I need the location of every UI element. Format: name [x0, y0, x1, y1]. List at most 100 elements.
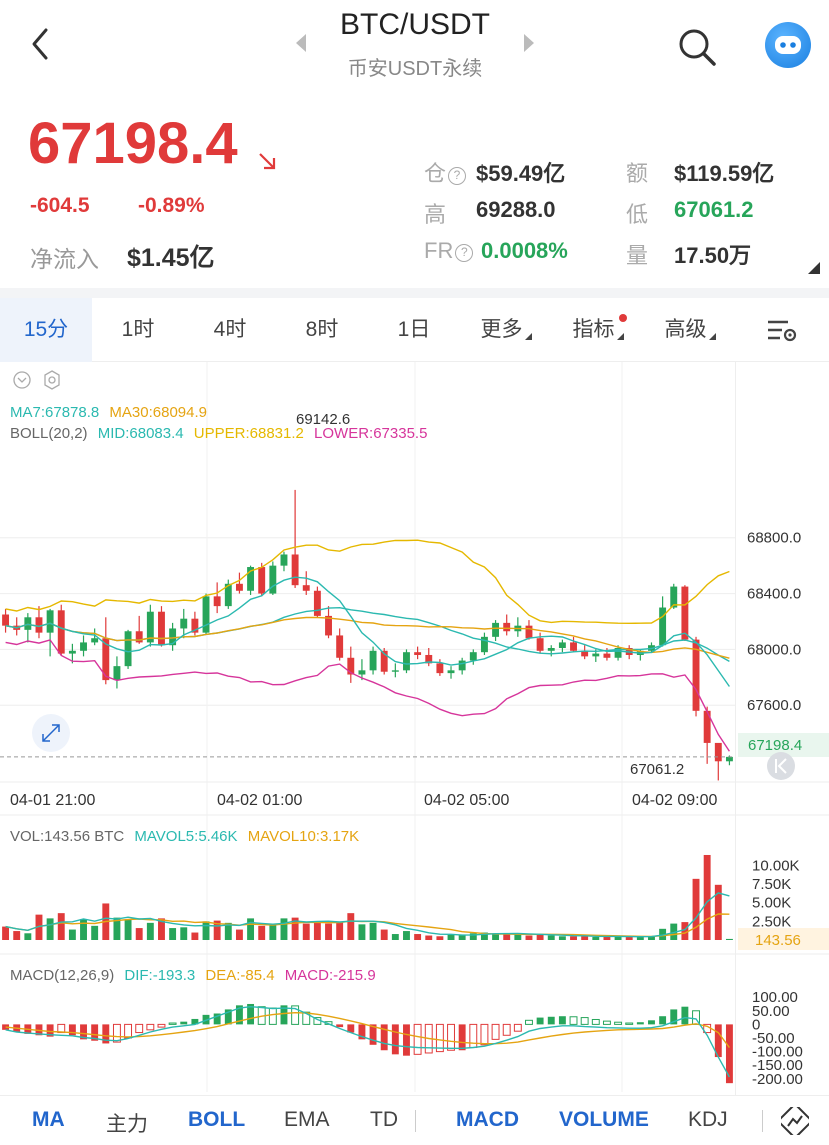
price-down-arrow-icon	[259, 153, 276, 170]
tab-8h[interactable]: 8时	[305, 318, 339, 341]
macd-bar	[525, 1019, 533, 1025]
open-interest-value: $59.49亿	[476, 161, 566, 186]
candle	[570, 642, 577, 651]
candle	[603, 653, 611, 658]
candle	[547, 648, 555, 651]
search-icon[interactable]	[674, 24, 718, 68]
candle	[24, 617, 32, 630]
funding-rate-label[interactable]: FR?	[424, 238, 474, 264]
drawing-tool-icon[interactable]	[781, 1107, 809, 1135]
change-absolute: -604.5	[30, 194, 90, 217]
volume-bar	[703, 854, 711, 940]
pair-title[interactable]: BTC/USDT	[340, 8, 490, 41]
boll-legend: BOLL(20,2) MID:68083.4 UPPER:68831.2 LOW…	[10, 425, 427, 442]
chart-settings-icon[interactable]	[766, 318, 798, 344]
volume-legend: VOL:143.56 BTC MAVOL5:5.46K MAVOL10:3.17…	[10, 828, 359, 845]
indicator-kdj[interactable]: KDJ	[688, 1108, 728, 1131]
amount-value: $119.59亿	[674, 161, 775, 186]
expand-icon[interactable]	[32, 714, 70, 752]
volume-bar	[235, 929, 243, 940]
volume-bar	[247, 918, 255, 940]
tab-advanced[interactable]: 高级	[644, 298, 736, 362]
collapse-icon[interactable]	[13, 371, 31, 389]
indicator-boll[interactable]: BOLL	[188, 1108, 246, 1131]
indicator-ema[interactable]: EMA	[284, 1108, 330, 1131]
volume-bar	[380, 929, 388, 940]
volume-bar	[258, 925, 266, 940]
volume-tick: 5.00K	[752, 895, 791, 912]
volume-tick: 7.50K	[752, 876, 791, 893]
volume-bar	[369, 922, 377, 940]
expand-stats-icon[interactable]	[808, 262, 820, 274]
macd-bar	[458, 1024, 466, 1051]
macd-bar	[502, 1023, 511, 1036]
price-tick: 68800.0	[747, 530, 801, 547]
change-percent: -0.89%	[138, 194, 205, 217]
help-icon[interactable]: ?	[455, 244, 474, 262]
dropdown-icon	[616, 333, 624, 340]
macd-bar	[469, 1023, 478, 1049]
candle	[536, 638, 544, 651]
candle	[581, 650, 589, 657]
volume-bar	[436, 936, 444, 940]
open-interest-label[interactable]: 仓?	[424, 156, 467, 188]
volume-bar	[158, 918, 165, 940]
netflow-value: $1.45亿	[127, 244, 215, 272]
candle	[358, 670, 366, 675]
volume-bar	[302, 923, 310, 940]
macd-bar	[291, 1005, 300, 1025]
candle	[280, 554, 288, 566]
next-pair-icon[interactable]	[518, 32, 538, 54]
chart-canvas[interactable]: MA7:67878.8 MA30:68094.9 BOLL(20,2) MID:…	[0, 362, 829, 1095]
candle	[35, 617, 43, 633]
candle	[681, 586, 689, 640]
kline-chart[interactable]: MA7:67878.8 MA30:68094.9 BOLL(20,2) MID:…	[0, 362, 829, 1095]
candle	[703, 710, 711, 743]
macd-bar	[102, 1024, 110, 1044]
tab-15m[interactable]: 15分	[0, 298, 92, 362]
back-arrow-icon[interactable]	[22, 24, 62, 64]
candle	[659, 607, 667, 646]
indicator-td[interactable]: TD	[370, 1108, 398, 1131]
macd-bar	[80, 1024, 87, 1040]
tab-1d[interactable]: 1日	[397, 318, 431, 341]
tab-4h[interactable]: 4时	[213, 318, 247, 341]
tab-more[interactable]: 更多	[460, 298, 552, 362]
tab-1h[interactable]: 1时	[121, 318, 155, 341]
help-icon[interactable]: ?	[448, 167, 467, 185]
indicator-macd[interactable]: MACD	[456, 1108, 519, 1131]
high-value: 69288.0	[476, 197, 556, 222]
dropdown-icon	[524, 333, 532, 340]
macd-bar	[681, 1006, 689, 1025]
candle	[469, 652, 477, 661]
volume-bar	[224, 922, 232, 940]
indicator-ma[interactable]: MA	[32, 1108, 65, 1131]
volume-last-tag-text: 143.56	[755, 932, 801, 949]
macd-bar	[336, 1024, 344, 1028]
volume-bar	[180, 927, 188, 940]
prev-pair-icon[interactable]	[292, 32, 312, 54]
scroll-latest-icon[interactable]	[767, 752, 795, 780]
volume-value: 17.50万	[674, 243, 752, 268]
indicator-volume[interactable]: VOLUME	[559, 1108, 649, 1131]
candle	[558, 642, 566, 648]
volume-bar	[614, 936, 622, 940]
candle	[692, 639, 700, 711]
volume-bar	[458, 934, 466, 940]
tab-indicators[interactable]: 指标	[552, 298, 644, 362]
volume-bar	[80, 919, 87, 940]
candle	[180, 618, 188, 629]
macd-bar	[447, 1023, 455, 1051]
macd-bar	[191, 1018, 199, 1025]
dropdown-icon	[708, 333, 716, 340]
macd-bar	[46, 1024, 54, 1037]
candle	[369, 650, 377, 671]
candle	[80, 642, 87, 651]
gear-icon[interactable]	[44, 370, 60, 390]
volume-bar	[135, 928, 143, 940]
candle	[2, 614, 10, 626]
macd-tick: -150.00	[752, 1057, 803, 1074]
robot-avatar-icon[interactable]	[765, 22, 811, 68]
indicator-main-force[interactable]: 主力	[106, 1113, 148, 1136]
volume-bar	[13, 931, 21, 940]
